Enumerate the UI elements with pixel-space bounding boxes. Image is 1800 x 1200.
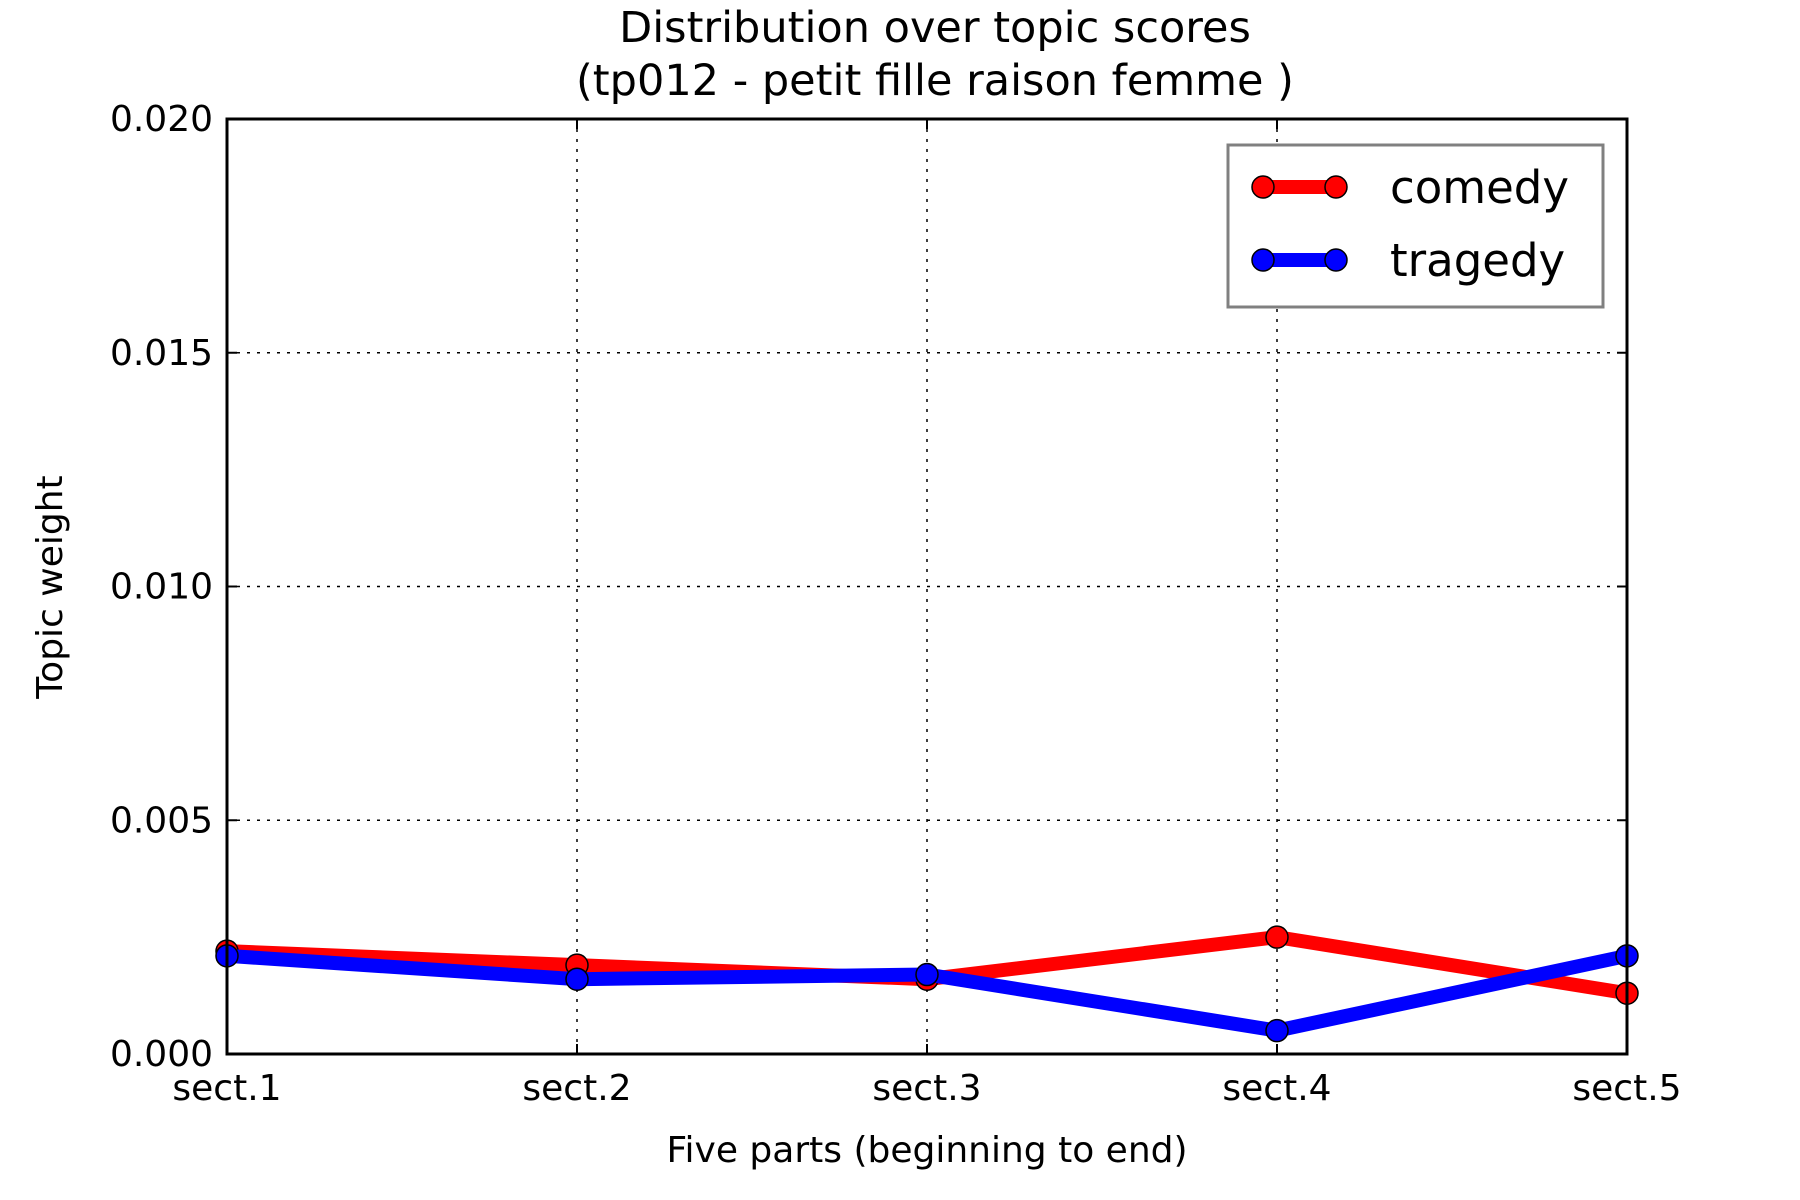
y-axis-label: Topic weight [30,475,71,699]
axis-ticks: sect.1 sect.2 sect.3 sect.4 sect.5 0.000 0.005… [110,99,1682,1109]
x-axis-label: Five parts (beginning to end) [666,1130,1187,1171]
chart-subtitle: (tp012 - petit fille raison femme ) [576,56,1294,106]
data-point-tragedy [565,967,589,991]
y-tick-label: 0.020 [110,99,213,140]
y-tick-label: 0.015 [110,333,213,374]
legend-marker-tragedy [1324,248,1348,272]
data-point-tragedy [915,962,939,987]
x-tick-label: sect.4 [1222,1068,1331,1109]
data-point-comedy [1265,925,1289,949]
data-point-tragedy [1265,1018,1289,1043]
legend-label-tragedy: tragedy [1390,234,1565,287]
legend-label-comedy: comedy [1390,161,1569,214]
x-tick-label: sect.2 [522,1068,631,1109]
legend: comedy tragedy [1226,143,1605,309]
legend-marker-comedy [1251,175,1275,199]
legend-box [1226,143,1605,309]
series-layer [215,925,1639,1043]
y-tick-label: 0.010 [110,567,213,608]
chart-title: Distribution over topic scores [619,3,1251,53]
legend-marker-tragedy [1251,248,1275,272]
y-tick-label: 0.000 [110,1034,213,1075]
x-tick-label: sect.5 [1572,1068,1681,1109]
x-tick-label: sect.1 [172,1068,281,1109]
x-tick-label: sect.3 [872,1068,981,1109]
legend-marker-comedy [1324,175,1348,199]
grid-lines [227,119,1627,1054]
y-tick-label: 0.005 [110,800,213,841]
